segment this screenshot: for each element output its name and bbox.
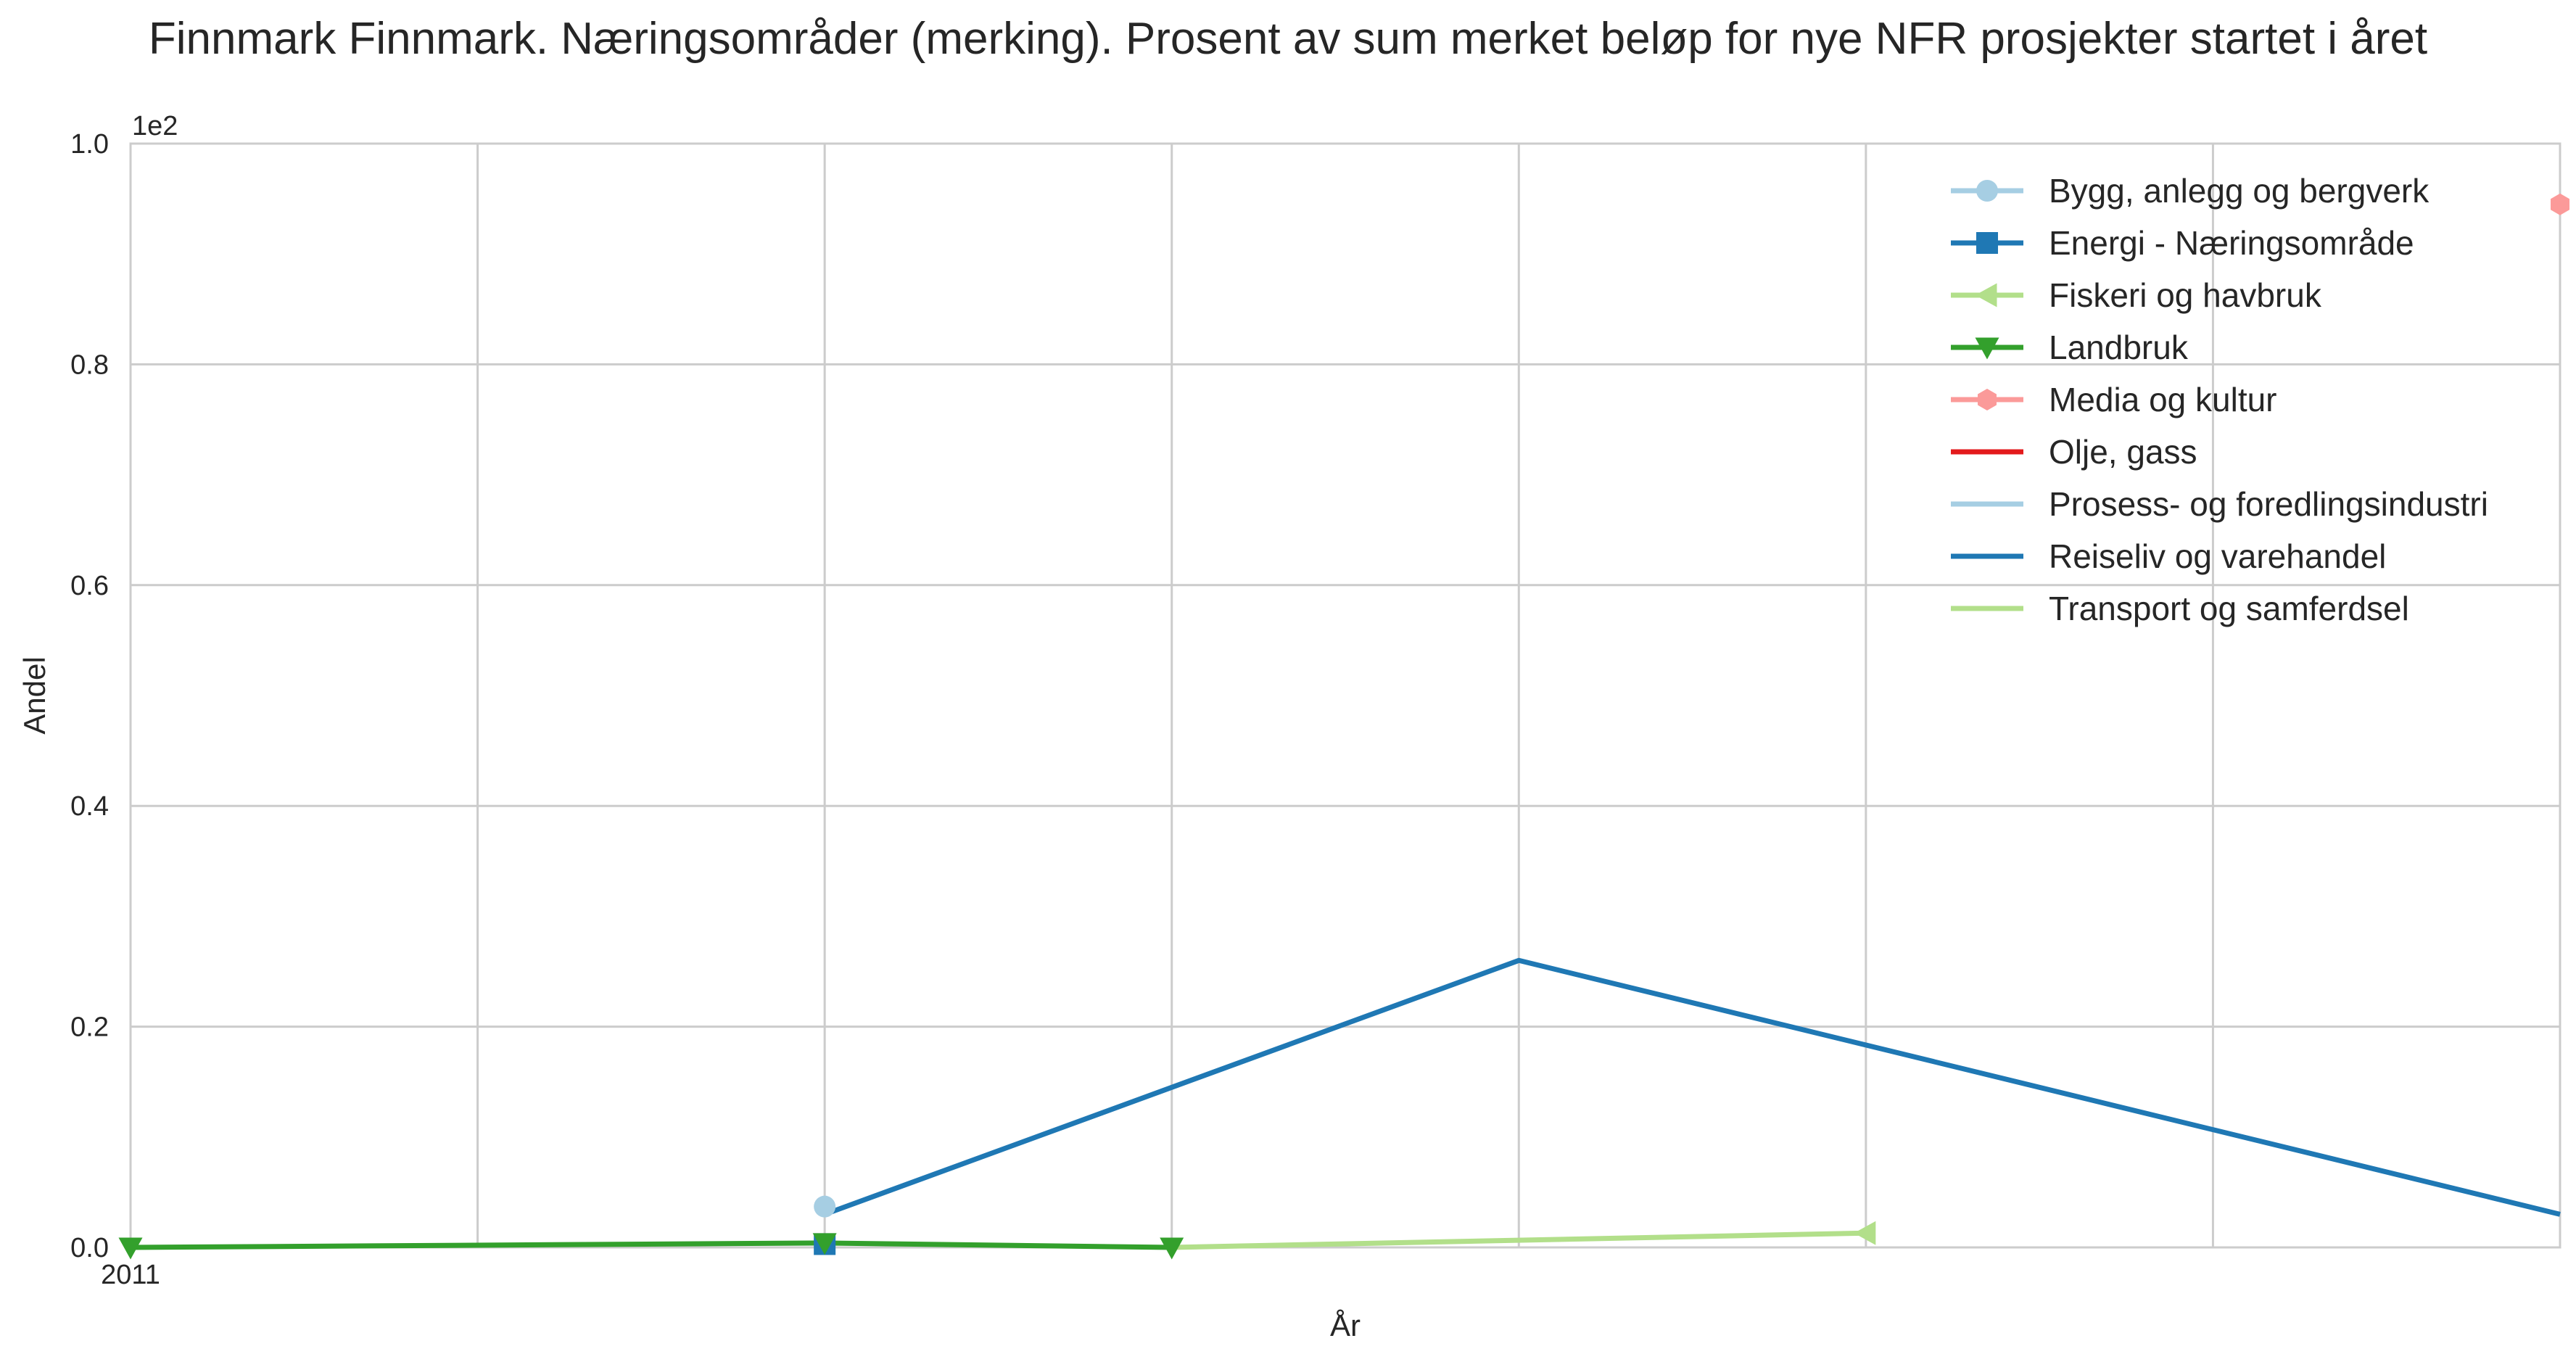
- series-line-transport-og-samferdsel: [1171, 1230, 1866, 1250]
- x-tick-label: 2011: [101, 1260, 160, 1290]
- data-point-bygg-anlegg-og-bergverk: [814, 1195, 836, 1218]
- data-point-landbruk: [1160, 1237, 1184, 1260]
- y-tick-label: 1.0: [70, 129, 109, 160]
- data-point-media-og-kultur: [2551, 193, 2569, 215]
- series-line-reiseliv-og-varehandel: [823, 957, 2561, 1217]
- y-offset-label: 1e2: [132, 111, 178, 141]
- y-tick-label: 0.2: [70, 1012, 109, 1043]
- data-point-fiskeri-og-havbruk: [1854, 1221, 1876, 1245]
- legend-label-bygg-anlegg-og-bergverk: Bygg, anlegg og bergverk: [2049, 172, 2430, 210]
- plot-area: [131, 144, 2560, 1247]
- legend-label-landbruk: Landbruk: [2049, 329, 2189, 366]
- y-tick-label: 0.6: [70, 571, 109, 601]
- legend-marker-energi-n-ringsomr-de: [1976, 232, 1998, 254]
- y-tick-label: 0.4: [70, 791, 109, 822]
- legend-label-media-og-kultur: Media og kultur: [2049, 381, 2277, 418]
- plot-frame: [129, 142, 2561, 1249]
- data-point-landbruk: [812, 1233, 837, 1255]
- legend-marker-bygg-anlegg-og-bergverk: [1976, 180, 1998, 202]
- series-markers: [118, 193, 2569, 1260]
- legend-label-reiseliv-og-varehandel: Reiseliv og varehandel: [2049, 537, 2386, 575]
- legend-label-prosess-og-foredlingsindustri: Prosess- og foredlingsindustri: [2049, 485, 2488, 523]
- data-point-landbruk: [118, 1237, 143, 1260]
- chart-title: Finnmark Finnmark. Næringsområder (merki…: [148, 14, 2428, 64]
- x-axis-label: År: [1330, 1308, 1361, 1342]
- y-tick-label: 0.8: [70, 350, 109, 380]
- legend-label-olje-gass: Olje, gass: [2049, 433, 2197, 471]
- y-tick-label: 0.0: [70, 1233, 109, 1263]
- legend-label-fiskeri-og-havbruk: Fiskeri og havbruk: [2049, 276, 2322, 314]
- legend-marker-media-og-kultur: [1978, 389, 1997, 410]
- legend-marker-fiskeri-og-havbruk: [1975, 283, 1997, 308]
- y-axis-label: Andel: [17, 656, 51, 734]
- legend-label-energi-n-ringsomr-de: Energi - Næringsområde: [2049, 224, 2414, 262]
- legend: Bygg, anlegg og bergverk Energi - Nærings…: [1951, 172, 2488, 627]
- tick-labels: 0.0 0.2 0.4 0.6 0.8 1.0 2011: [70, 129, 160, 1290]
- legend-label-transport-og-samferdsel: Transport og samferdsel: [2049, 590, 2409, 627]
- axes-border: [129, 142, 2561, 1249]
- legend-marker-landbruk: [1975, 337, 1999, 360]
